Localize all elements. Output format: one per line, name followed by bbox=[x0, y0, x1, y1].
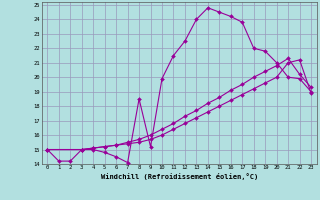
X-axis label: Windchill (Refroidissement éolien,°C): Windchill (Refroidissement éolien,°C) bbox=[100, 173, 258, 180]
